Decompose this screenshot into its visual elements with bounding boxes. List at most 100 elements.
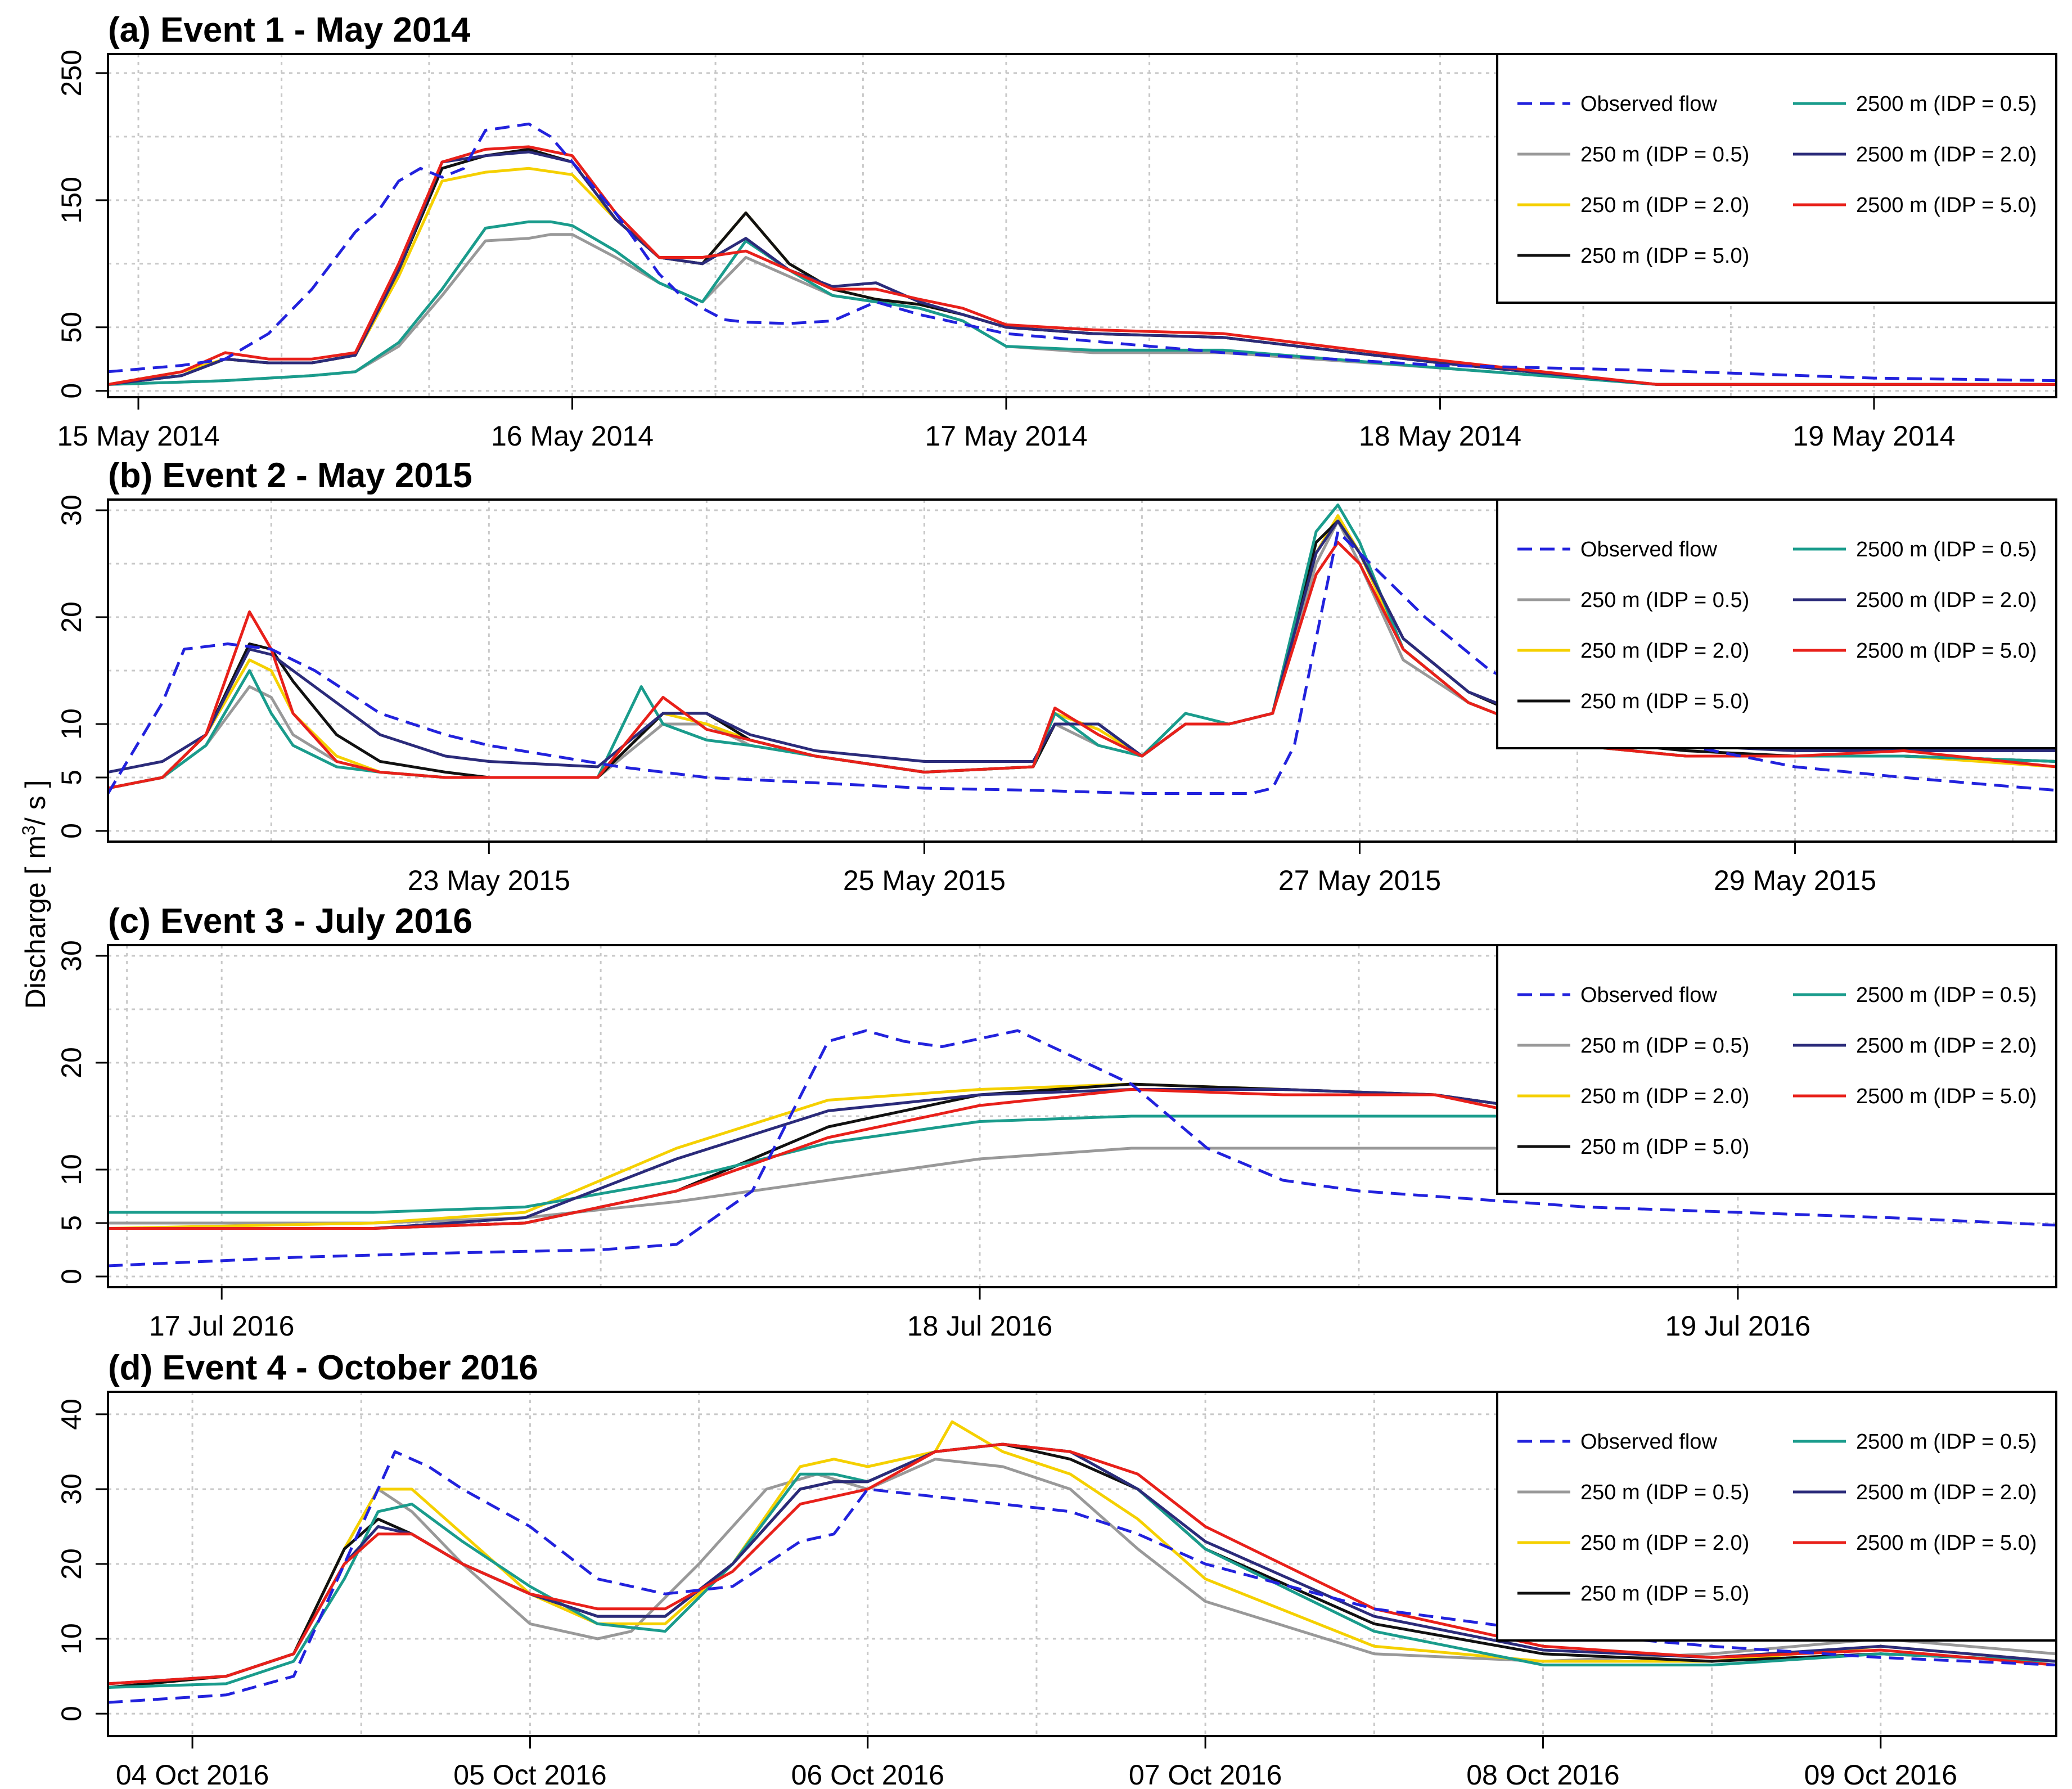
legend-label-250-m-idp-5-0: 250 m (IDP = 5.0) — [1580, 1135, 1749, 1159]
legend-label-2500-m-idp-2-0: 2500 m (IDP = 2.0) — [1856, 143, 2037, 167]
panel-title: (b) Event 2 - May 2015 — [108, 456, 472, 495]
x-tick-label: 18 Jul 2016 — [907, 1310, 1053, 1342]
series-line-2500-m-idp-5-0 — [108, 541, 2056, 790]
x-tick-label: 23 May 2015 — [408, 865, 570, 896]
legend-label-250-m-idp-5-0: 250 m (IDP = 5.0) — [1580, 244, 1749, 268]
y-tick-label: 0 — [56, 1269, 87, 1284]
x-tick-label: 25 May 2015 — [843, 865, 1006, 896]
legend-label-observed-flow: Observed flow — [1580, 538, 1717, 561]
x-tick-label: 19 Jul 2016 — [1665, 1310, 1811, 1342]
x-tick-label: 15 May 2014 — [57, 420, 219, 452]
legend-label-250-m-idp-0-5: 250 m (IDP = 0.5) — [1580, 143, 1749, 167]
legend: Observed flow 250 m (IDP = 0.5) 250 m (IDP… — [1496, 944, 2057, 1195]
legend-label-250-m-idp-5-0: 250 m (IDP = 5.0) — [1580, 690, 1749, 713]
plot-frame — [107, 1391, 2057, 1737]
legend: Observed flow 250 m (IDP = 0.5) 250 m (IDP… — [1496, 53, 2057, 304]
y-tick-label: 30 — [56, 1473, 87, 1505]
legend-label-250-m-idp-0-5: 250 m (IDP = 0.5) — [1580, 588, 1749, 612]
panel-4: (d) Event 4 - October 2016 0 10 20 30 40 04 Oc… — [56, 1349, 2057, 1789]
series-line-observed-flow — [108, 122, 2056, 383]
y-tick-label: 0 — [56, 1706, 87, 1721]
x-tick-label: 06 Oct 2016 — [791, 1759, 944, 1789]
x-tick-label: 17 May 2014 — [925, 420, 1087, 452]
plot-frame — [107, 944, 2057, 1288]
legend-label-250-m-idp-2-0: 250 m (IDP = 2.0) — [1580, 639, 1749, 663]
legend-box — [1496, 1391, 2057, 1642]
x-tick-label: 16 May 2014 — [491, 420, 654, 452]
legend-label-2500-m-idp-2-0: 2500 m (IDP = 2.0) — [1856, 1481, 2037, 1504]
x-tick-label: 18 May 2014 — [1359, 420, 1521, 452]
y-tick-label: 250 — [56, 50, 87, 96]
panel-title: (a) Event 1 - May 2014 — [108, 11, 471, 50]
x-tick-label: 27 May 2015 — [1278, 865, 1441, 896]
legend-label-2500-m-idp-0-5: 2500 m (IDP = 0.5) — [1856, 92, 2037, 116]
series-line-2500-m-idp-2-0 — [108, 1442, 2056, 1685]
legend: Observed flow 250 m (IDP = 0.5) 250 m (IDP… — [1496, 498, 2057, 749]
legend-label-2500-m-idp-2-0: 2500 m (IDP = 2.0) — [1856, 588, 2037, 612]
series-line-2500-m-idp-2-0 — [108, 519, 2056, 774]
legend-box — [1496, 53, 2057, 304]
y-axis-label-tail: / s ] — [20, 780, 51, 826]
series-line-observed-flow — [108, 1450, 2056, 1704]
x-tick-label: 17 Jul 2016 — [149, 1310, 295, 1342]
y-tick-label: 150 — [56, 177, 87, 223]
y-axis-label: Discharge [ m3/ s ] — [19, 780, 51, 1009]
legend-box — [1496, 944, 2057, 1195]
legend-label-2500-m-idp-5-0: 2500 m (IDP = 5.0) — [1856, 1531, 2037, 1555]
legend-label-observed-flow: Observed flow — [1580, 1430, 1717, 1454]
series-line-2500-m-idp-0-5 — [108, 1442, 2056, 1689]
legend-label-2500-m-idp-5-0: 2500 m (IDP = 5.0) — [1856, 1085, 2037, 1108]
series-line-2500-m-idp-5-0 — [108, 1442, 2056, 1685]
legend-label-250-m-idp-2-0: 250 m (IDP = 2.0) — [1580, 1531, 1749, 1555]
x-tick-label: 09 Oct 2016 — [1804, 1759, 1957, 1789]
plot-frame — [107, 498, 2057, 843]
legend-label-2500-m-idp-0-5: 2500 m (IDP = 0.5) — [1856, 1430, 2037, 1454]
y-tick-label: 5 — [56, 770, 87, 785]
y-tick-label: 20 — [56, 1548, 87, 1580]
x-tick-label: 29 May 2015 — [1714, 865, 1876, 896]
y-tick-label: 5 — [56, 1215, 87, 1231]
y-tick-label: 20 — [56, 601, 87, 633]
legend-label-250-m-idp-2-0: 250 m (IDP = 2.0) — [1580, 194, 1749, 217]
legend-box — [1496, 498, 2057, 749]
x-tick-label: 19 May 2014 — [1792, 420, 1955, 452]
y-tick-label: 40 — [56, 1399, 87, 1430]
series-line-observed-flow — [108, 1029, 2056, 1267]
legend-label-2500-m-idp-0-5: 2500 m (IDP = 0.5) — [1856, 538, 2037, 561]
series-line-2500-m-idp-2-0 — [108, 150, 2056, 386]
legend-label-2500-m-idp-2-0: 2500 m (IDP = 2.0) — [1856, 1034, 2037, 1058]
y-axis-label-main: Discharge [ m — [20, 835, 51, 1009]
panel-3: (c) Event 3 - July 2016 0 5 10 20 30 17 Jul 20… — [56, 902, 2057, 1342]
y-tick-label: 0 — [56, 823, 87, 839]
legend-label-observed-flow: Observed flow — [1580, 983, 1717, 1007]
panel-title: (c) Event 3 - July 2016 — [108, 902, 472, 941]
legend-label-2500-m-idp-5-0: 2500 m (IDP = 5.0) — [1856, 194, 2037, 217]
y-tick-label: 10 — [56, 708, 87, 740]
legend-label-250-m-idp-5-0: 250 m (IDP = 5.0) — [1580, 1582, 1749, 1606]
panel-1: (a) Event 1 - May 2014 0 50 150 250 15 May 20… — [56, 11, 2057, 452]
panel-title: (d) Event 4 - October 2016 — [108, 1349, 538, 1387]
x-tick-label: 05 Oct 2016 — [453, 1759, 606, 1789]
x-tick-label: 08 Oct 2016 — [1466, 1759, 1619, 1789]
y-tick-label: 50 — [56, 312, 87, 343]
y-axis-label-superscript: 3 — [19, 825, 39, 835]
y-tick-label: 0 — [56, 383, 87, 399]
legend-label-250-m-idp-0-5: 250 m (IDP = 0.5) — [1580, 1034, 1749, 1058]
legend-label-250-m-idp-0-5: 250 m (IDP = 0.5) — [1580, 1481, 1749, 1504]
legend-label-observed-flow: Observed flow — [1580, 92, 1717, 116]
legend-label-250-m-idp-2-0: 250 m (IDP = 2.0) — [1580, 1085, 1749, 1108]
series-line-2500-m-idp-5-0 — [108, 145, 2056, 386]
legend-label-2500-m-idp-0-5: 2500 m (IDP = 0.5) — [1856, 983, 2037, 1007]
y-tick-label: 30 — [56, 940, 87, 972]
panel-2: (b) Event 2 - May 2015 0 5 10 20 30 23 May 201… — [56, 456, 2057, 896]
x-tick-label: 07 Oct 2016 — [1129, 1759, 1282, 1789]
y-tick-label: 20 — [56, 1047, 87, 1078]
y-tick-label: 30 — [56, 495, 87, 526]
plot-frame — [107, 53, 2057, 398]
x-tick-label: 04 Oct 2016 — [116, 1759, 269, 1789]
y-tick-label: 10 — [56, 1154, 87, 1185]
legend-label-2500-m-idp-5-0: 2500 m (IDP = 5.0) — [1856, 639, 2037, 663]
y-tick-label: 10 — [56, 1623, 87, 1655]
